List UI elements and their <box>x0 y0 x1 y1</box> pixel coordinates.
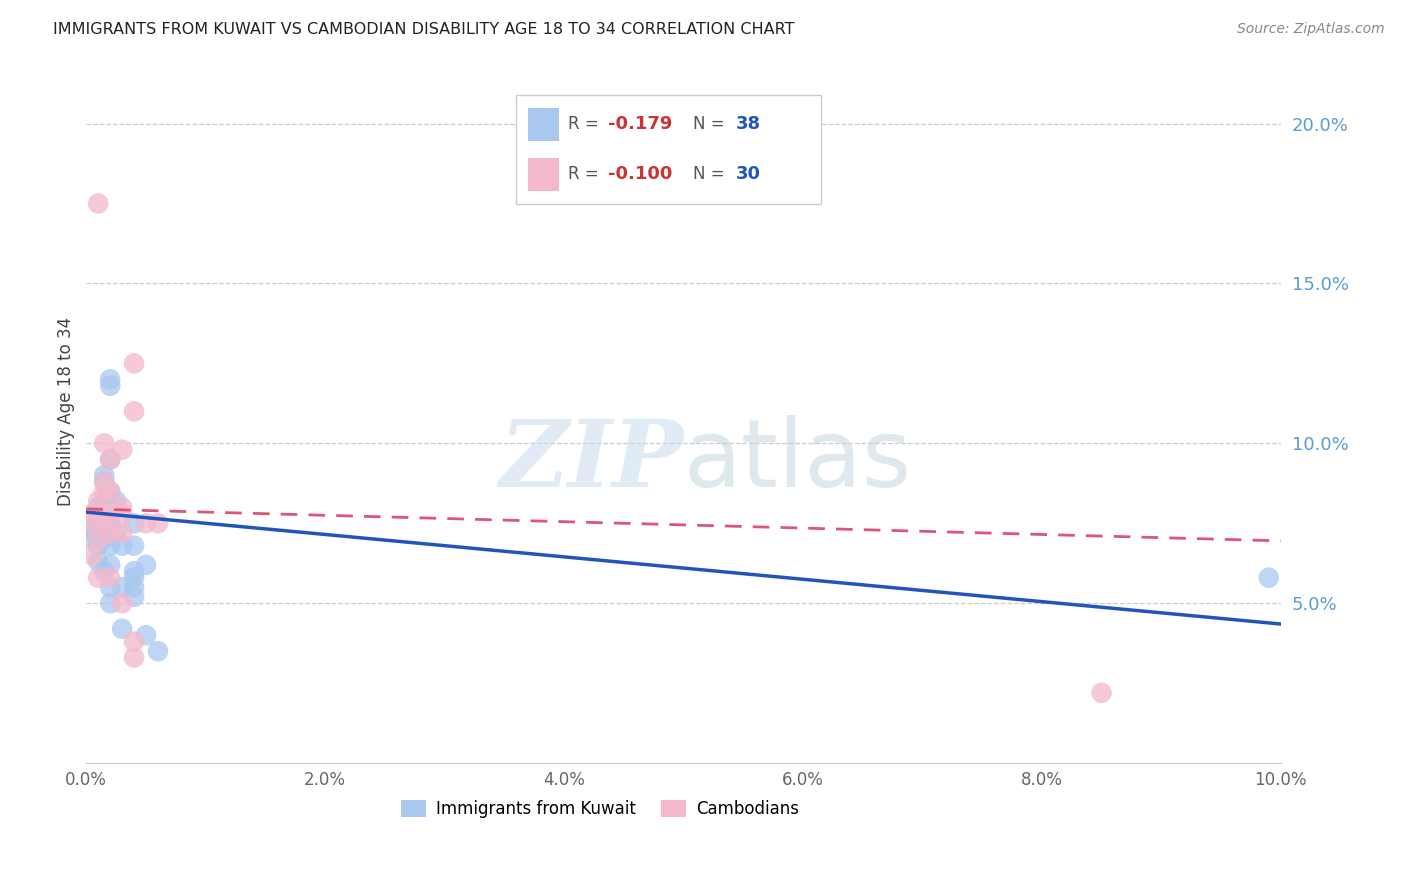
Point <box>87 525 110 540</box>
Point <box>87 539 110 553</box>
Point <box>98 372 121 386</box>
Point <box>111 622 134 636</box>
Text: Source: ZipAtlas.com: Source: ZipAtlas.com <box>1237 22 1385 37</box>
Point <box>93 516 115 531</box>
Point <box>111 539 134 553</box>
Point <box>98 452 121 467</box>
Point <box>87 533 110 547</box>
Text: ZIP: ZIP <box>499 416 683 506</box>
Point <box>87 555 110 569</box>
Point <box>93 533 115 547</box>
Point <box>98 484 121 499</box>
Point <box>122 356 145 370</box>
Point <box>93 507 115 521</box>
Point <box>122 404 145 418</box>
Point <box>105 525 128 540</box>
Point <box>87 196 110 211</box>
Point <box>93 494 115 508</box>
Point <box>98 580 121 594</box>
Point <box>146 516 169 531</box>
Point <box>122 580 145 594</box>
Point <box>122 516 145 531</box>
Point <box>1257 571 1279 585</box>
Point <box>87 516 110 531</box>
Point <box>98 571 121 585</box>
Point <box>93 484 115 499</box>
Point <box>82 516 104 531</box>
Point <box>111 596 134 610</box>
Point <box>93 468 115 483</box>
Point <box>98 525 121 540</box>
Point <box>122 634 145 648</box>
Y-axis label: Disability Age 18 to 34: Disability Age 18 to 34 <box>58 317 75 506</box>
Point <box>82 548 104 562</box>
Point <box>122 590 145 604</box>
Point <box>87 500 110 515</box>
Point <box>1090 686 1112 700</box>
Point <box>122 564 145 578</box>
Point <box>98 516 121 531</box>
Point <box>82 523 104 537</box>
Point <box>111 500 134 515</box>
Point <box>98 378 121 392</box>
Point <box>135 558 157 572</box>
Point <box>105 494 128 508</box>
Point <box>87 507 110 521</box>
Point <box>146 644 169 658</box>
Point <box>111 580 134 594</box>
Legend: Immigrants from Kuwait, Cambodians: Immigrants from Kuwait, Cambodians <box>394 794 806 825</box>
Point <box>82 507 104 521</box>
Point <box>135 516 157 531</box>
Point <box>135 628 157 642</box>
Point <box>98 539 121 553</box>
Point <box>98 507 121 521</box>
Point <box>93 475 115 489</box>
Point <box>93 436 115 450</box>
Point <box>98 525 121 540</box>
Point <box>98 558 121 572</box>
Point <box>93 564 115 578</box>
Point <box>98 596 121 610</box>
Text: IMMIGRANTS FROM KUWAIT VS CAMBODIAN DISABILITY AGE 18 TO 34 CORRELATION CHART: IMMIGRANTS FROM KUWAIT VS CAMBODIAN DISA… <box>53 22 794 37</box>
Point <box>98 484 121 499</box>
Point <box>122 571 145 585</box>
Point <box>87 494 110 508</box>
Point <box>111 525 134 540</box>
Point <box>87 571 110 585</box>
Point <box>111 442 134 457</box>
Point <box>93 507 115 521</box>
Text: atlas: atlas <box>683 415 911 507</box>
Point <box>82 533 104 547</box>
Point <box>122 539 145 553</box>
Point <box>111 507 134 521</box>
Point <box>98 452 121 467</box>
Point <box>122 650 145 665</box>
Point <box>93 475 115 489</box>
